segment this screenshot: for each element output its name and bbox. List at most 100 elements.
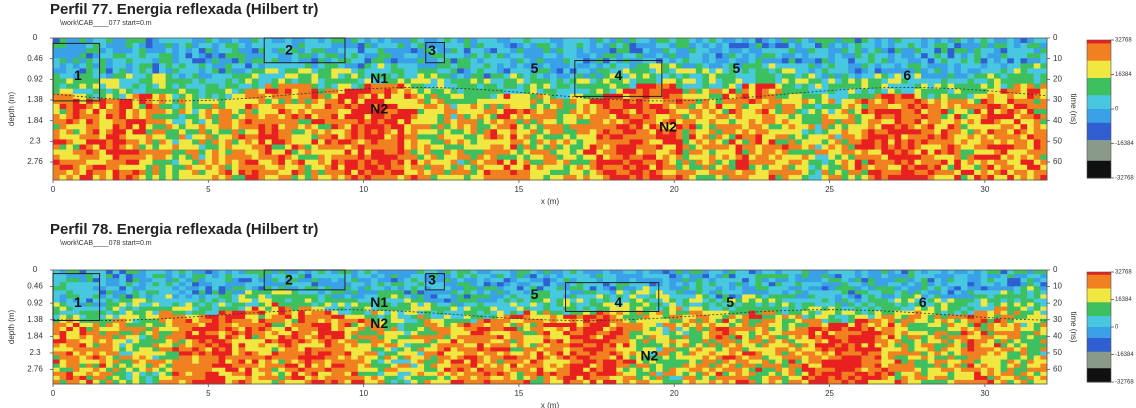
texture-cell [404,145,411,150]
texture-cell [166,303,173,307]
texture-cell [649,134,656,139]
texture-cell [139,109,146,114]
texture-cell [186,104,193,109]
texture-cell [636,129,643,134]
texture-cell [1001,58,1008,63]
y-tick-label: 1.38 [27,95,43,104]
texture-cell [411,38,418,43]
texture-cell [212,155,219,160]
texture-cell [451,150,458,155]
texture-cell [437,170,444,175]
texture-cell [404,79,411,84]
texture-cell [755,84,762,89]
texture-cell [967,43,974,48]
texture-cell [523,79,530,84]
texture-cell [119,315,126,319]
texture-cell [1020,145,1027,150]
texture-cell [245,43,252,48]
texture-cell [199,364,206,368]
texture-cell [643,150,650,155]
texture-cell [557,134,564,139]
texture-cell [523,99,530,104]
texture-cell [437,129,444,134]
texture-cell [954,119,961,124]
texture-cell [623,84,630,89]
texture-cell [577,53,584,58]
texture-cell [73,274,80,278]
texture-cell [537,104,544,109]
texture-cell [325,155,332,160]
texture-cell [888,170,895,175]
texture-cell [205,165,212,170]
texture-cell [179,43,186,48]
texture-cell [822,74,829,79]
texture-cell [457,114,464,119]
texture-cell [934,74,941,79]
texture-cell [444,109,451,114]
texture-cell [808,53,815,58]
radar-texture [53,38,1047,180]
texture-cell [239,155,246,160]
panel-title: Perfil 78. Energia reflexada (Hilbert tr… [50,221,318,238]
texture-cell [954,104,961,109]
texture-cell [99,319,106,323]
texture-cell [683,58,690,63]
texture-cell [404,63,411,68]
texture-cell [73,278,80,282]
texture-cell [948,89,955,94]
texture-cell [683,43,690,48]
texture-cell [842,150,849,155]
texture-cell [232,134,239,139]
texture-cell [848,99,855,104]
texture-cell [93,339,100,343]
texture-cell [66,319,73,323]
texture-cell [921,165,928,170]
texture-cell [769,43,776,48]
texture-cell [199,376,206,380]
texture-cell [941,68,948,73]
texture-cell [749,129,756,134]
texture-cell [424,104,431,109]
texture-cell [822,84,829,89]
texture-cell [974,63,981,68]
texture-cell [292,150,299,155]
texture-cell [1007,155,1014,160]
texture-cell [338,74,345,79]
texture-cell [729,150,736,155]
texture-cell [338,53,345,58]
texture-cell [172,38,179,43]
texture-cell [146,114,153,119]
texture-cell [239,48,246,53]
texture-cell [994,150,1001,155]
texture-cell [888,99,895,104]
texture-cell [285,119,292,124]
texture-cell [205,155,212,160]
texture-cell [179,335,186,339]
texture-cell [186,282,193,286]
texture-cell [928,145,935,150]
texture-cell [457,139,464,144]
texture-cell [219,155,226,160]
texture-cell [146,351,153,355]
texture-cell [139,165,146,170]
texture-cell [577,109,584,114]
texture-cell [278,124,285,129]
texture-cell [318,99,325,104]
texture-cell [636,165,643,170]
texture-cell [199,119,206,124]
texture-cell [630,165,637,170]
texture-cell [1020,94,1027,99]
texture-cell [1020,170,1027,175]
texture-cell [530,114,537,119]
texture-cell [636,134,643,139]
texture-cell [133,63,140,68]
texture-cell [881,175,888,180]
texture-cell [941,165,948,170]
texture-cell [808,74,815,79]
texture-cell [80,311,87,315]
texture-cell [762,38,769,43]
texture-cell [808,84,815,89]
texture-cell [1001,99,1008,104]
texture-cell [842,79,849,84]
texture-cell [139,351,146,355]
